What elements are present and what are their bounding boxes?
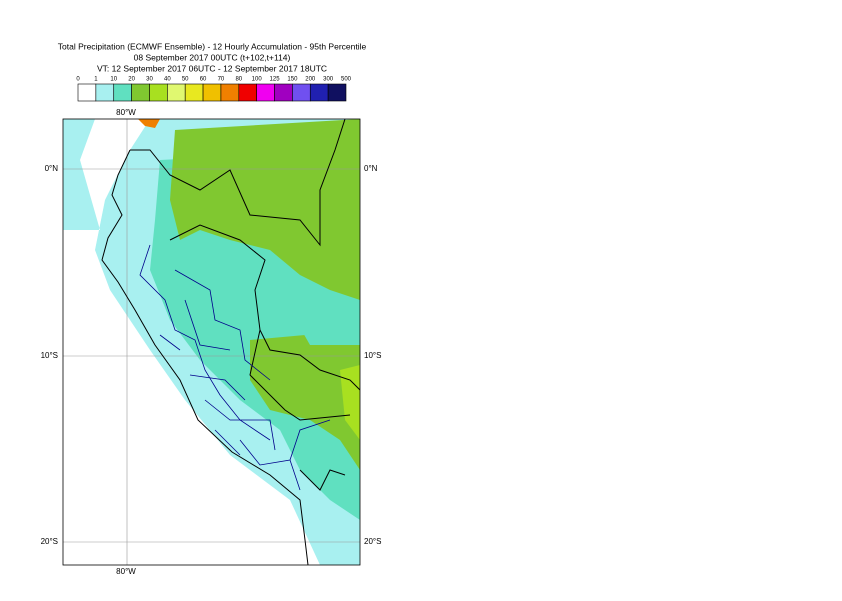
legend-swatch	[274, 83, 293, 102]
legend-swatch	[220, 83, 240, 102]
legend-swatch	[256, 83, 275, 102]
legend-label: 500	[341, 77, 352, 83]
title-line: 08 September 2017 00UTC (t+102,t+114)	[134, 52, 291, 62]
legend-swatch	[113, 83, 132, 102]
legend-swatch	[202, 83, 222, 102]
legend-swatch	[131, 83, 150, 102]
legend-swatch	[292, 83, 311, 102]
precip-orange	[138, 119, 160, 128]
lon-label: 80°W	[116, 567, 136, 576]
legend-swatch	[238, 83, 257, 102]
legend-swatch	[149, 83, 168, 102]
legend-label: 200	[305, 77, 316, 83]
lat-label: 0°N	[45, 164, 59, 173]
precip-teal	[290, 300, 360, 345]
precip-yellow	[340, 365, 360, 440]
coastline	[101, 149, 309, 565]
lat-label: 10°S	[41, 351, 58, 360]
legend-swatch	[327, 83, 347, 102]
legend-label: 100	[252, 77, 263, 83]
lat-label: 0°N	[364, 164, 378, 173]
country-border	[130, 119, 360, 491]
lat-label: 20°S	[41, 537, 58, 546]
legend-label: 300	[323, 77, 334, 83]
legend-swatch	[309, 83, 329, 102]
legend-swatch	[184, 83, 204, 102]
map	[63, 119, 360, 565]
legend-label: 125	[270, 77, 281, 83]
legend-swatch	[95, 83, 115, 102]
precip-green	[250, 330, 360, 470]
map-frame	[62, 118, 361, 566]
legend-label: 10	[110, 77, 117, 83]
legend-label: 80	[235, 77, 242, 83]
title-line: VT: 12 September 2017 06UTC - 12 Septemb…	[97, 63, 327, 73]
legend-label: 150	[287, 77, 298, 83]
legend: 0 1 10 20 30 40 50 60 70 80 100 125 150 200 300 500	[76, 77, 352, 102]
region-border	[139, 244, 331, 491]
lat-label: 20°S	[364, 537, 381, 546]
legend-label: 1	[94, 77, 98, 83]
legend-label: 70	[218, 77, 225, 83]
precip-green	[170, 119, 360, 300]
legend-label: 0	[76, 77, 80, 83]
lon-label: 80°W	[116, 108, 136, 117]
legend-swatch	[167, 83, 186, 102]
lat-label: 10°S	[364, 351, 381, 360]
legend-label: 50	[182, 77, 189, 83]
legend-label: 60	[200, 77, 207, 83]
legend-label: 30	[146, 77, 153, 83]
legend-label: 20	[128, 77, 135, 83]
legend-swatch	[77, 83, 97, 102]
title-line: Total Precipitation (ECMWF Ensemble) - 1…	[58, 41, 367, 51]
legend-label: 40	[164, 77, 171, 83]
